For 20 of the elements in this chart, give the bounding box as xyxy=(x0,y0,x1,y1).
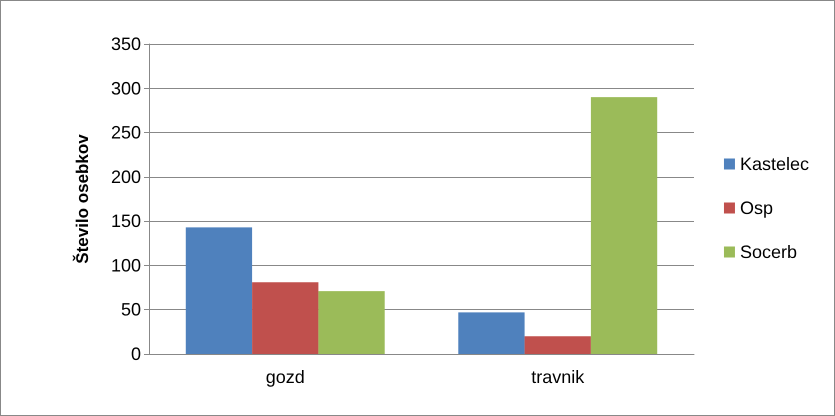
bar xyxy=(590,97,658,354)
legend-label: Osp xyxy=(740,198,773,218)
legend-label: Socerb xyxy=(740,242,798,262)
y-tick-label: 0 xyxy=(130,344,141,364)
x-tick-label: gozd xyxy=(266,367,305,387)
bar xyxy=(524,336,591,354)
bar xyxy=(252,282,318,354)
y-tick-label: 300 xyxy=(110,78,141,98)
y-tick-label: 250 xyxy=(110,122,141,143)
y-tick-label: 350 xyxy=(110,34,141,54)
y-tick-label: 100 xyxy=(110,255,141,276)
legend-label: Kastelec xyxy=(740,154,810,174)
y-axis-title: Število osebkov xyxy=(72,134,92,264)
y-tick-label: 50 xyxy=(120,300,141,320)
bar xyxy=(318,291,385,354)
y-tick-label: 150 xyxy=(110,211,141,232)
bar xyxy=(186,227,252,354)
bar xyxy=(458,312,525,354)
y-tick-label: 200 xyxy=(110,166,141,187)
x-tick-label: travnik xyxy=(531,367,586,387)
